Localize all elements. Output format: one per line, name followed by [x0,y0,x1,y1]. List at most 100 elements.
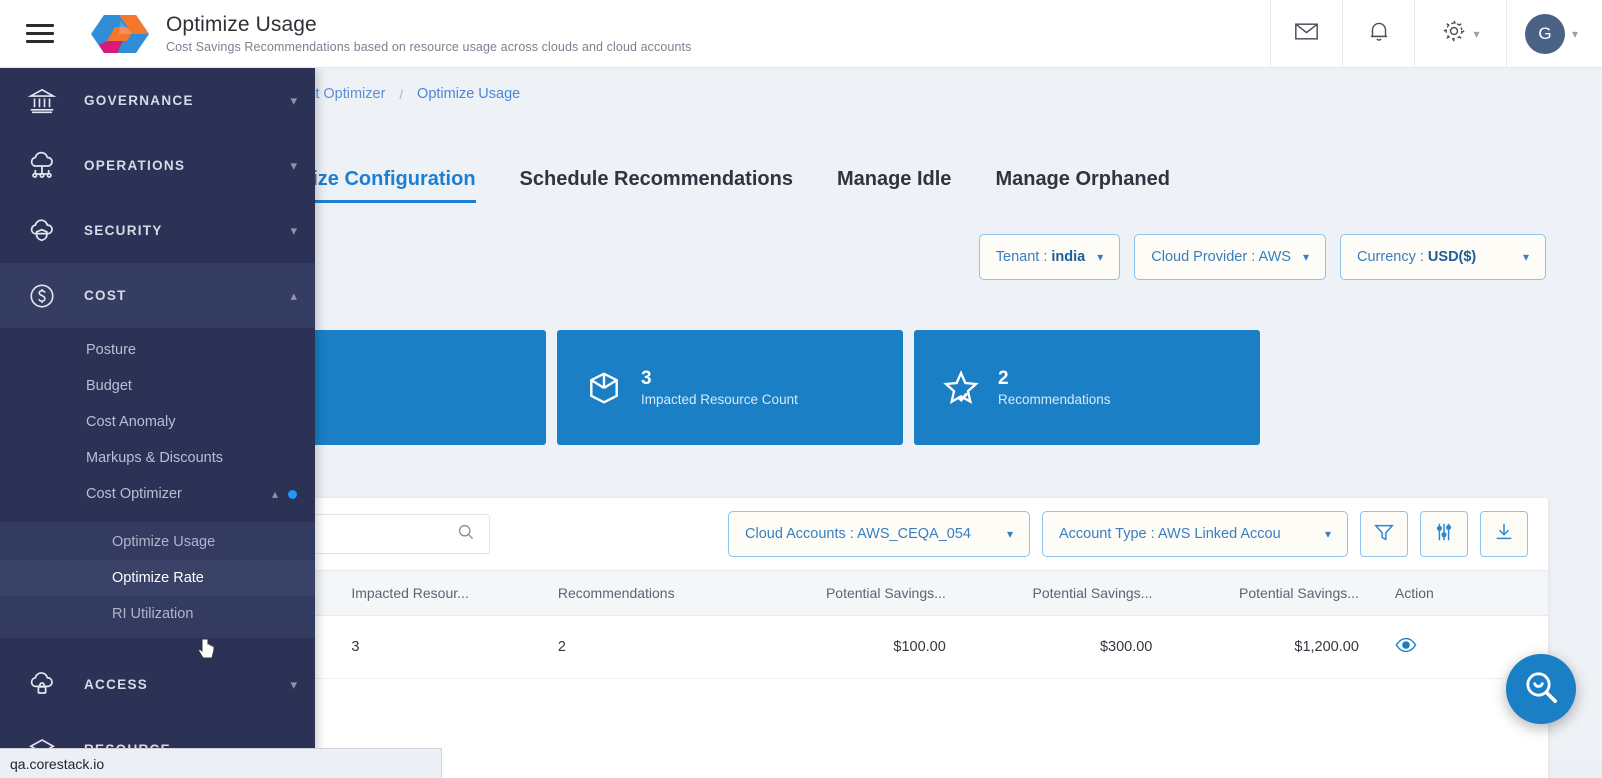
sidebar-label-governance: GOVERNANCE [84,93,194,108]
chevron-down-icon: ▾ [290,92,297,108]
chevron-down-icon: ▾ [290,157,297,173]
sidebar-item-security[interactable]: SECURITY ▾ [0,198,315,263]
sidebar-item-cost-anomaly[interactable]: Cost Anomaly [86,414,176,430]
user-menu-button[interactable]: G ▾ [1506,0,1602,68]
cloud-accounts-filter[interactable]: Cloud Accounts : AWS_CEQA_054 ▾ [728,511,1030,557]
gear-icon [1441,18,1467,49]
cell-savings-1: $100.00 [765,615,972,679]
sidebar-label-operations: OPERATIONS [84,158,186,173]
top-header: Optimize Usage Cost Savings Recommendati… [0,0,1602,68]
download-icon [1493,521,1515,548]
column-header-action: Action [1384,570,1548,616]
card-recommendations[interactable]: 2 Recommendations [914,330,1260,445]
breadcrumb: ost Optimizer / Optimize Usage [300,86,520,102]
breadcrumb-separator: / [399,86,404,102]
sidebar-item-optimize-usage[interactable]: Optimize Usage [112,534,216,550]
column-header-potential-savings-2[interactable]: Potential Savings... [971,570,1179,616]
sidebar-item-optimize-rate[interactable]: Optimize Rate [0,560,315,596]
recommendations-panel: Cloud Accounts : AWS_CEQA_054 ▾ Account … [200,498,1548,778]
sidebar-item-cost-optimizer[interactable]: Cost Optimizer ▴ [0,476,315,512]
search-icon [456,522,475,546]
cell-recommendations: 2 [547,615,766,679]
sidebar: GOVERNANCE ▾ OPERATIONS ▾ SECURITY [0,68,315,758]
sidebar-item-access[interactable]: ACCESS ▾ [0,652,315,717]
metric-card-row: onthly) 3 Impacted Resource Count [200,330,1260,445]
cloud-operations-icon [0,150,84,182]
cell-savings-2: $300.00 [971,615,1179,679]
corestack-logo[interactable] [80,11,160,57]
cost-optimizer-submenu: Optimize Usage Optimize Rate RI Utilizat… [0,522,315,638]
sidebar-item-posture[interactable]: Posture [86,342,136,358]
account-type-filter[interactable]: Account Type : AWS Linked Accou ▾ [1042,511,1348,557]
card-impacted-resource-count[interactable]: 3 Impacted Resource Count [557,330,903,445]
column-header-impacted-resources[interactable]: Impacted Resour... [341,570,548,616]
currency-filter[interactable]: Currency : USD($) ▾ [1340,234,1546,280]
star-check-icon [940,367,982,409]
hamburger-icon[interactable] [0,0,80,68]
filter-button[interactable] [1360,511,1408,557]
chevron-down-icon: ▾ [1302,250,1309,264]
tenant-filter[interactable]: Tenant : india ▾ [978,234,1121,280]
chevron-up-icon: ▴ [290,287,297,303]
tab-manage-idle[interactable]: Manage Idle [836,168,952,190]
sidebar-item-cost[interactable]: COST ▴ [0,263,315,328]
column-header-potential-savings-3[interactable]: Potential Savings... [1178,570,1385,616]
breadcrumb-parent[interactable]: ost Optimizer [300,86,386,102]
recommendations-table: unts Impacted Resour... Recommendations … [200,570,1548,679]
chevron-up-icon: ▴ [271,487,278,501]
active-indicator-dot [288,489,297,499]
tab-optimize-configuration[interactable]: nize Configuration [300,168,476,203]
top-filter-bar: Tenant : india ▾ Cloud Provider : AWS ▾ … [978,234,1546,280]
cloud-provider-filter[interactable]: Cloud Provider : AWS ▾ [1134,234,1326,280]
main-content: ost Optimizer / Optimize Usage nize Conf… [0,68,1602,778]
tab-schedule-recommendations[interactable]: Schedule Recommendations [519,168,793,190]
sidebar-item-markups-discounts[interactable]: Markups & Discounts [86,450,223,466]
tenant-filter-label: Tenant : india [995,249,1086,265]
header-actions: ▾ G ▾ [1270,0,1602,68]
chevron-down-icon: ▾ [1324,527,1331,541]
chevron-down-icon: ▾ [1473,26,1480,41]
sidebar-label-cost: COST [84,288,127,303]
column-settings-button[interactable] [1420,511,1468,557]
sidebar-label-cost-optimizer: Cost Optimizer [86,486,182,502]
mouse-cursor [197,638,216,659]
table-row[interactable]: _05421... 3 2 $100.00 $300.00 $1,200.00 [200,615,1548,679]
card-recommendations-value: 2 [998,367,1009,389]
download-button[interactable] [1480,511,1528,557]
cell-impacted-resources: 3 [341,615,548,679]
page-title: Optimize Usage [166,12,317,36]
settings-button[interactable]: ▾ [1414,0,1506,68]
cube-icon [583,367,625,409]
table-toolbar: Cloud Accounts : AWS_CEQA_054 ▾ Account … [200,498,1548,570]
sidebar-item-ri-utilization[interactable]: RI Utilization [112,606,194,622]
chevron-down-icon: ▾ [290,222,297,238]
sidebar-label-security: SECURITY [84,223,163,238]
mail-button[interactable] [1270,0,1342,68]
sidebar-item-governance[interactable]: GOVERNANCE ▾ [0,68,315,133]
sliders-icon [1433,521,1455,548]
sidebar-item-budget[interactable]: Budget [86,378,132,394]
search-assistant-button[interactable] [1506,654,1576,724]
notifications-button[interactable] [1342,0,1414,68]
dollar-circle-icon [0,281,84,311]
card-recommendations-label: Recommendations [998,391,1111,407]
bank-icon [0,86,84,116]
cloud-accounts-filter-label: Cloud Accounts : AWS_CEQA_054 [745,526,971,542]
status-url: qa.corestack.io [10,755,105,772]
table-toolbar-right: Cloud Accounts : AWS_CEQA_054 ▾ Account … [728,511,1528,557]
eye-icon[interactable] [1395,637,1417,660]
tab-manage-orphaned[interactable]: Manage Orphaned [995,168,1170,190]
bell-icon [1366,18,1392,49]
chevron-down-icon: ▾ [1522,250,1529,264]
breadcrumb-current[interactable]: Optimize Usage [417,86,521,102]
chevron-down-icon: ▾ [290,676,297,692]
sidebar-item-operations[interactable]: OPERATIONS ▾ [0,133,315,198]
chevron-down-icon: ▾ [1006,527,1013,541]
funnel-icon [1373,521,1395,548]
avatar: G [1524,13,1565,54]
column-header-recommendations[interactable]: Recommendations [547,570,766,616]
header-title-block: Optimize Usage Cost Savings Recommendati… [166,13,691,54]
account-type-filter-label: Account Type : AWS Linked Accou [1059,526,1281,542]
column-header-potential-savings-1[interactable]: Potential Savings... [765,570,972,616]
